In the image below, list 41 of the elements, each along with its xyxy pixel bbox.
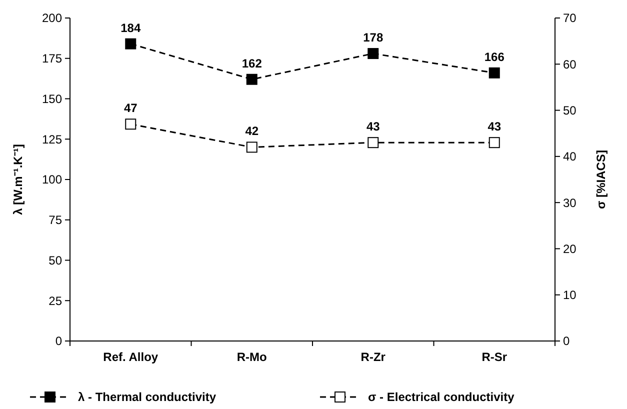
x-tick-label: Ref. Alloy	[103, 350, 158, 364]
point	[368, 48, 379, 60]
point	[246, 142, 258, 153]
data-label: 178	[363, 30, 384, 45]
y-tick-label: 100	[42, 172, 62, 187]
point	[125, 118, 136, 130]
y2-tick-label: 70	[563, 11, 577, 26]
point	[246, 74, 258, 85]
y-tick-label: 150	[42, 92, 62, 106]
data-label: 184	[120, 20, 141, 35]
data-label: 42	[245, 124, 259, 138]
point	[368, 137, 379, 148]
data-label: 43	[366, 120, 380, 134]
y-tick-label: 25	[48, 294, 62, 308]
point	[125, 38, 136, 50]
data-label: 166	[484, 50, 505, 64]
y2-tick-label: 30	[563, 196, 577, 210]
y2-axis-title: σ [%IACS]	[594, 150, 608, 209]
y2-tick-label: 40	[563, 150, 577, 164]
y-tick-label: 75	[48, 213, 62, 228]
x-tick-label: R-Sr	[482, 350, 508, 364]
data-label: 43	[488, 120, 502, 134]
point	[488, 137, 500, 148]
data-label: 162	[242, 56, 262, 70]
y-axis-title: λ [W.m⁻¹.K⁻¹]	[11, 144, 25, 215]
legend-label: λ - Thermal conductivity	[78, 390, 216, 404]
point	[488, 67, 500, 78]
y-tick-label: 0	[55, 334, 62, 348]
y-tick-label: 50	[48, 253, 62, 268]
y-tick-label: 200	[42, 11, 62, 26]
x-tick-label: R-Mo	[236, 350, 267, 364]
data-label: 47	[124, 101, 138, 116]
y2-tick-label: 60	[563, 57, 577, 72]
y2-tick-label: 50	[563, 103, 577, 118]
y2-tick-label: 10	[563, 288, 577, 302]
y2-tick-label: 0	[563, 334, 570, 348]
y2-tick-label: 20	[563, 242, 577, 256]
x-tick-label: R-Zr	[360, 350, 386, 364]
legend-label: σ - Electrical conductivity	[368, 390, 515, 404]
y-tick-label: 175	[42, 52, 62, 66]
y-tick-label: 125	[42, 132, 62, 146]
